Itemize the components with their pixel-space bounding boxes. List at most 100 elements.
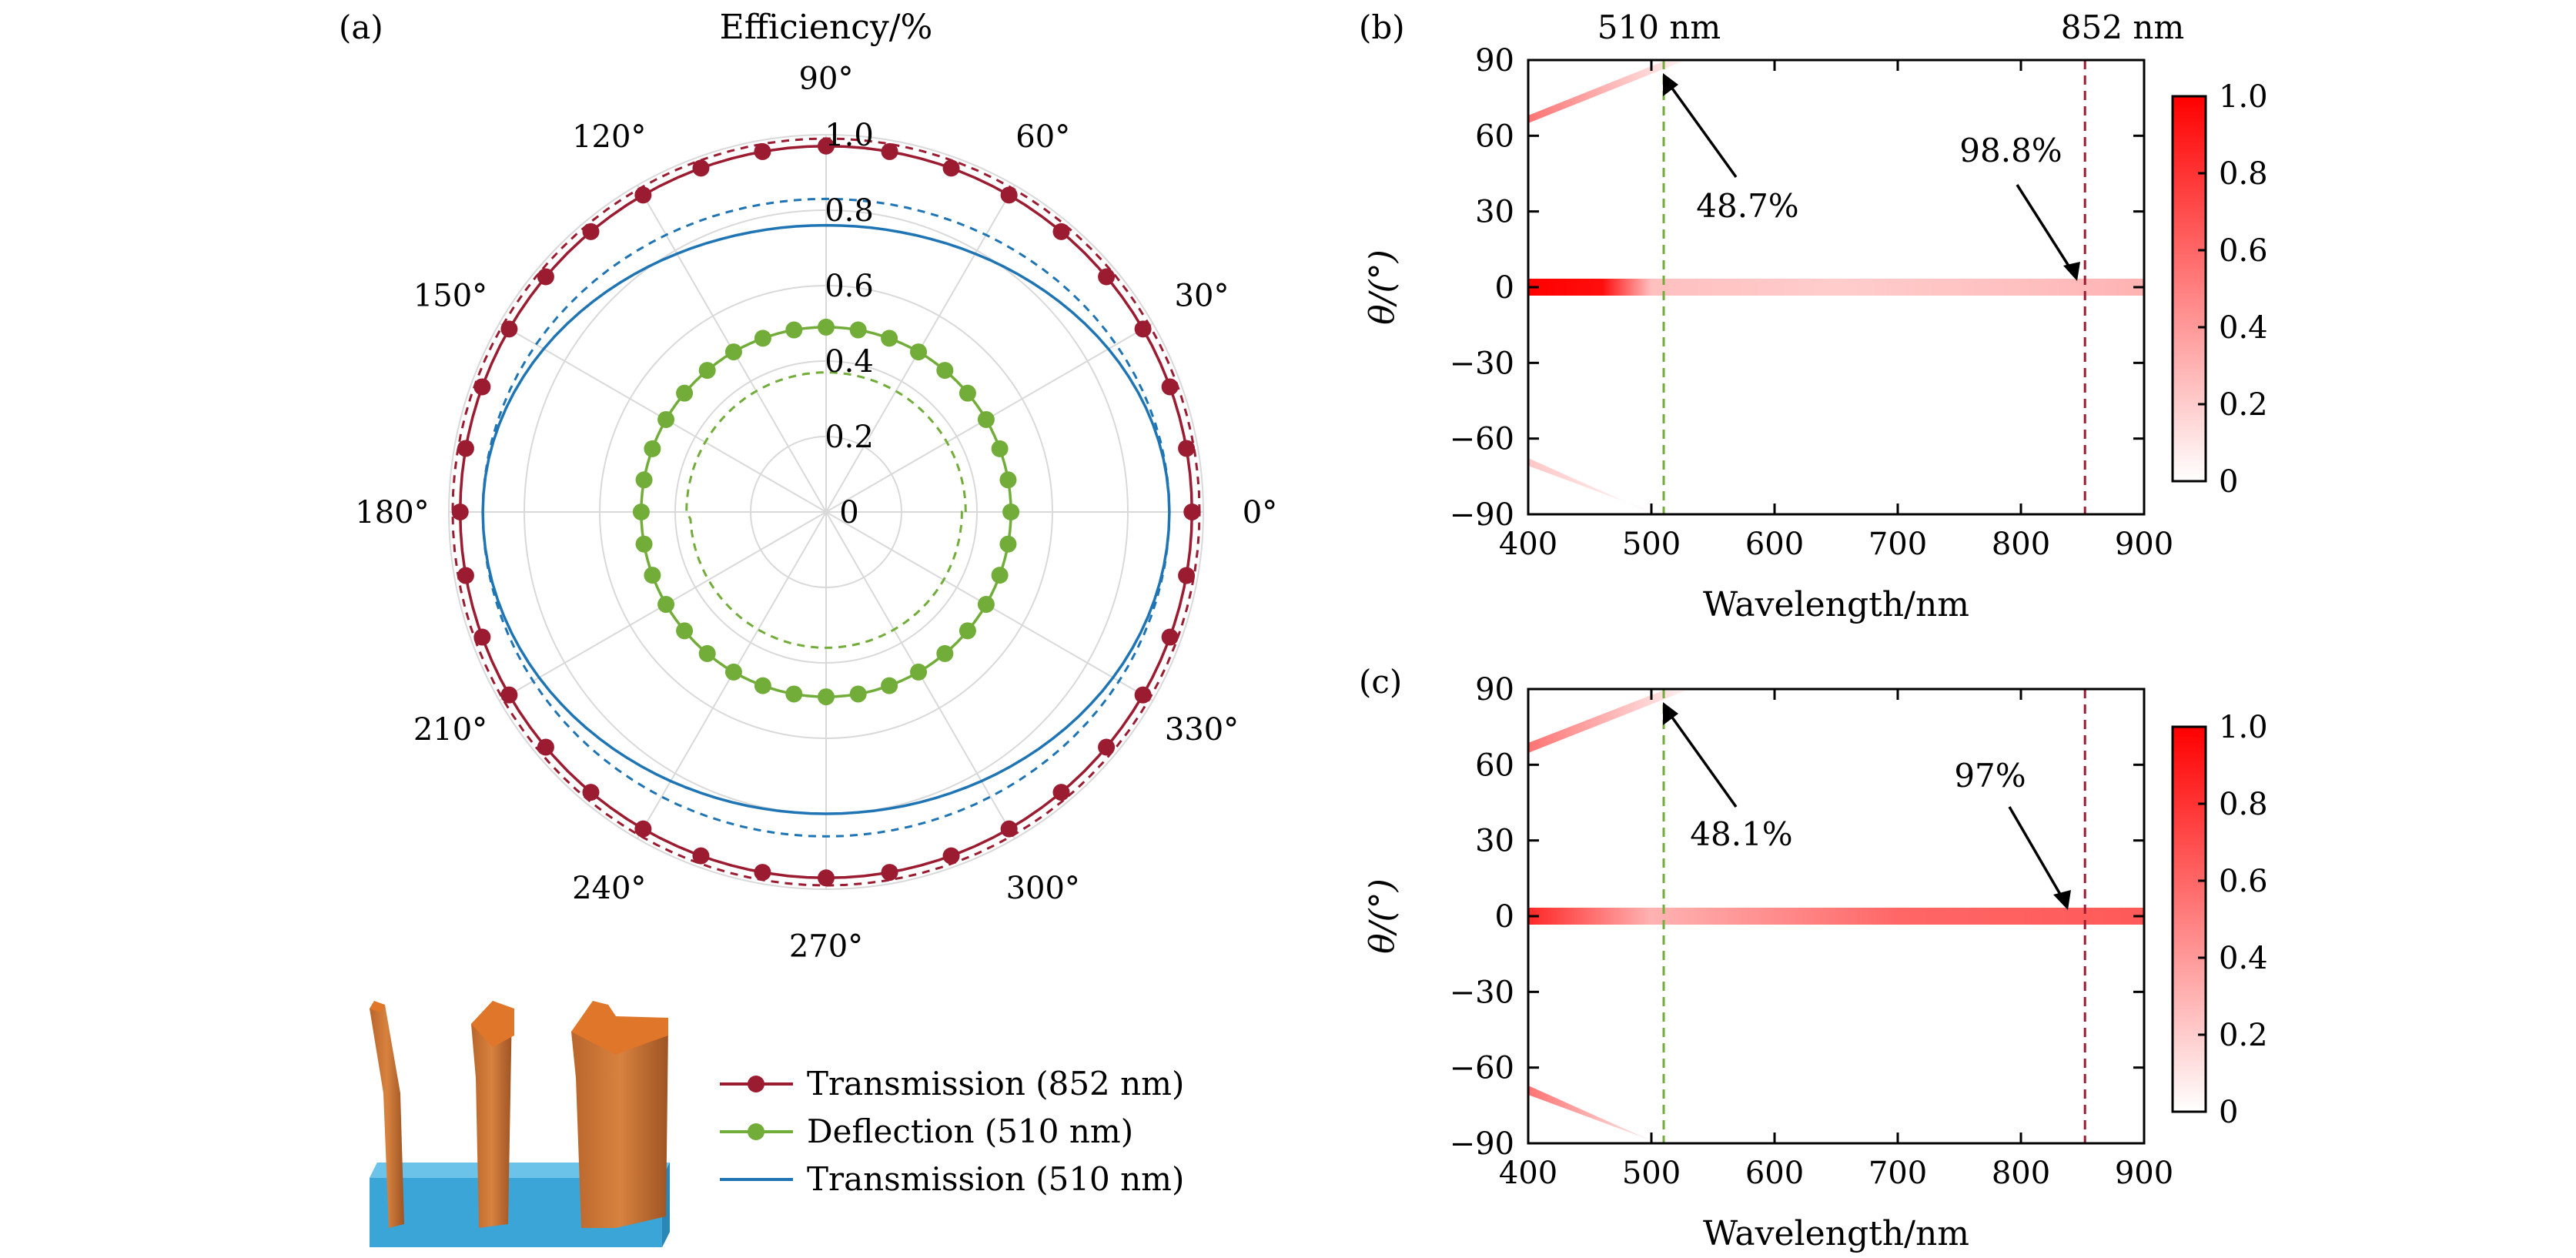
deflection-510-point — [977, 596, 995, 614]
transmission-852-point — [1161, 628, 1179, 646]
heatmap-c: 400 500 600 700 800 900 90 60 30 0 −30 −… — [1363, 672, 2268, 1253]
x-axis-title-c: Wavelength/nm — [1703, 1214, 1969, 1253]
legend-marker-deflection-510 — [748, 1123, 764, 1140]
transmission-852-point — [537, 738, 554, 756]
y-tick-label: 60 — [1475, 748, 1514, 783]
arrow-98-8-shaft — [2016, 184, 2073, 270]
deflection-510-point — [635, 471, 653, 489]
transmission-852-point — [942, 847, 960, 865]
colorbar-tick-label: 0 — [2219, 1095, 2238, 1130]
radial-tick-label: 1.0 — [825, 118, 874, 153]
transmission-852-point — [582, 222, 600, 240]
heatmap-b-upper-diffraction — [1528, 62, 1682, 123]
y-axis-title-c: θ/(°) — [1363, 878, 1402, 954]
annotation-48-7: 48.7% — [1696, 187, 1798, 225]
transmission-852-point — [500, 686, 518, 704]
top-label-852nm: 852 nm — [2061, 8, 2184, 46]
annotation-97: 97% — [1954, 757, 2026, 795]
arrow-97-head — [2053, 890, 2071, 910]
transmission-510-line — [481, 223, 1171, 815]
panel-label-c: (c) — [1359, 663, 1402, 701]
transmission-852-point — [1000, 820, 1018, 838]
deflection-510-point — [632, 504, 650, 520]
transmission-852-point — [1183, 504, 1201, 520]
deflection-510-point — [910, 343, 928, 361]
deflection-510-point — [644, 567, 661, 584]
y-tick-label: 0 — [1495, 899, 1514, 935]
deflection-510-point — [977, 410, 995, 428]
arrow-97-shaft — [2008, 806, 2063, 898]
deflection-510-point — [698, 362, 716, 380]
angle-label: 0° — [1243, 495, 1277, 530]
arrow-98-8-head — [2063, 262, 2080, 281]
heatmap-c-zero-order-band — [1528, 908, 2144, 925]
transmission-852-point — [1161, 378, 1179, 396]
colorbar-c-ticks: 1.0 0.8 0.6 0.4 0.2 0 — [2198, 710, 2268, 1130]
y-tick-label: −30 — [1450, 975, 1514, 1010]
deflection-510-point — [724, 663, 742, 681]
heatmap-b: 400 500 600 700 800 900 90 60 30 0 −30 −… — [1363, 8, 2268, 624]
deflection-510-point — [881, 677, 898, 694]
x-tick-label: 500 — [1622, 1156, 1681, 1191]
legend-marker-transmission-852 — [748, 1076, 764, 1092]
deflection-510-point — [936, 644, 954, 662]
arrow-48-1-shaft — [1665, 708, 1738, 808]
angle-label: 330° — [1165, 712, 1239, 748]
transmission-852-point — [818, 869, 835, 887]
colorbar-tick-label: 0.4 — [2219, 310, 2268, 346]
transmission-852-point — [473, 628, 491, 646]
deflection-510-point — [698, 644, 716, 662]
y-tick-label: −30 — [1450, 346, 1514, 381]
polar-labels: 0 0.2 0.4 0.6 0.8 1.0 0° 30° 60° 90° 120… — [355, 62, 1277, 965]
legend-label-transmission-510: Transmission (510 nm) — [807, 1160, 1184, 1198]
deflection-510-point — [785, 685, 803, 703]
x-tick-label: 700 — [1868, 527, 1927, 562]
metasurface-illustration — [370, 1001, 670, 1247]
deflection-510-point — [881, 330, 898, 347]
transmission-852-point — [451, 504, 469, 520]
heatmap-b-axes: 400 500 600 700 800 900 90 60 30 0 −30 −… — [1450, 43, 2174, 562]
y-tick-label: 30 — [1475, 195, 1514, 230]
deflection-510-point — [991, 440, 1009, 457]
colorbar-tick-label: 0.6 — [2219, 233, 2268, 269]
pillar-3-top — [571, 1001, 668, 1055]
colorbar-b — [2171, 95, 2207, 483]
heatmap-c-axes: 400 500 600 700 800 900 90 60 30 0 −30 −… — [1450, 672, 2174, 1191]
deflection-510-point — [724, 343, 742, 361]
deflection-510-point — [754, 330, 771, 347]
deflection-510-point — [999, 471, 1017, 489]
arrow-48-1-head — [1663, 702, 1678, 725]
transmission-852-point — [457, 440, 474, 457]
transmission-852-point — [1000, 186, 1018, 204]
pillar-2 — [471, 1001, 512, 1228]
annotation-98-8: 98.8% — [1959, 132, 2062, 169]
transmission-852-point — [881, 864, 898, 882]
y-tick-label: −90 — [1450, 1126, 1514, 1162]
transmission-852-point — [1052, 784, 1070, 801]
y-tick-label: −60 — [1450, 422, 1514, 457]
transmission-852-point — [818, 137, 835, 155]
deflection-510-point — [818, 318, 835, 336]
angle-label: 300° — [1006, 871, 1080, 906]
transmission-852-point — [1134, 686, 1152, 704]
angle-label: 150° — [413, 278, 487, 313]
angle-label: 60° — [1015, 119, 1070, 155]
deflection-510-point — [644, 440, 661, 457]
x-tick-label: 600 — [1745, 1156, 1804, 1191]
deflection-510-point — [754, 677, 771, 694]
angle-label: 210° — [413, 712, 487, 748]
colorbar-tick-label: 0.6 — [2219, 864, 2268, 899]
transmission-852-point — [692, 159, 710, 177]
legend-label-transmission-852: Transmission (852 nm) — [807, 1065, 1184, 1102]
pillar-2-top — [471, 1001, 514, 1047]
angle-label: 270° — [789, 929, 863, 965]
arrow-48-7-shaft — [1665, 79, 1738, 179]
radial-tick-label: 0.4 — [825, 344, 874, 380]
angle-label: 240° — [572, 871, 646, 906]
radial-tick-label: 0.2 — [825, 420, 874, 455]
colorbar-tick-label: 1.0 — [2219, 710, 2268, 745]
transmission-852-point — [500, 320, 518, 338]
y-tick-label: 90 — [1475, 672, 1514, 708]
y-tick-label: 90 — [1475, 43, 1514, 79]
